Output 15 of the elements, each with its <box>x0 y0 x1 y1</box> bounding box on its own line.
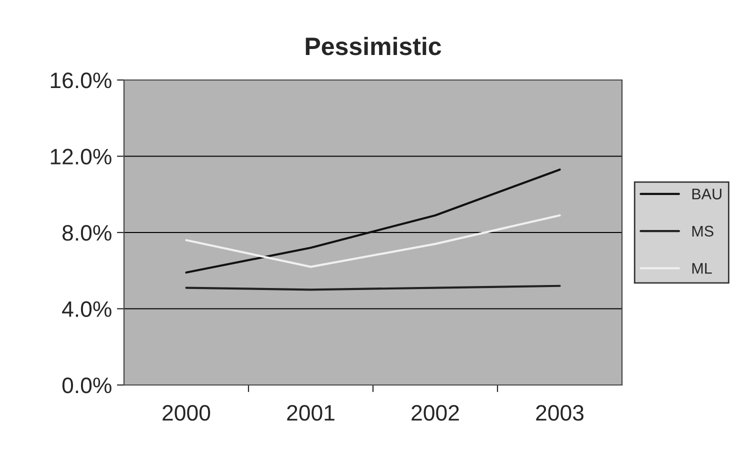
x-tick-label: 2002 <box>412 405 459 421</box>
y-tick-label: 8.0% <box>62 225 112 241</box>
x-tick-label: 2003 <box>536 405 584 421</box>
y-tick-label: 0.0% <box>62 378 112 394</box>
line-series <box>185 214 561 268</box>
y-tick-label: 4.0% <box>62 301 112 318</box>
x-tick-label: 2001 <box>287 405 334 421</box>
chart-title: Pessimistic <box>306 36 442 56</box>
legend-label: BAU <box>692 188 722 200</box>
x-tick-label: 2000 <box>162 405 210 421</box>
y-tick-label: 16.0% <box>50 72 112 88</box>
line-series <box>185 168 561 274</box>
legend-label: ML <box>692 263 712 274</box>
y-tick-label: 12.0% <box>50 148 112 165</box>
legend-label: MS <box>692 226 714 237</box>
